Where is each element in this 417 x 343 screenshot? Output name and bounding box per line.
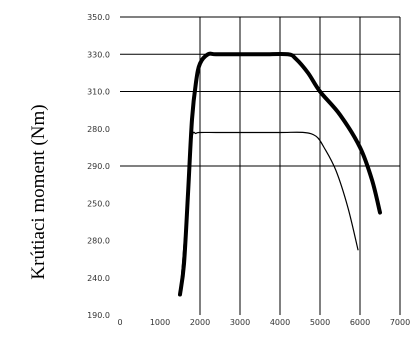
y-tick-label: 330.0 [87, 50, 110, 59]
y-tick-label: 350.0 [87, 13, 110, 22]
x-tick-label: 0 [117, 318, 122, 327]
grid [120, 16, 401, 315]
x-tick-label: 5000 [310, 318, 330, 327]
y-tick-label: 290.0 [87, 162, 110, 171]
x-tick-label: 3000 [230, 318, 250, 327]
x-tick-label: 1000 [150, 318, 170, 327]
x-tick-label: 4000 [270, 318, 290, 327]
y-tick-label: 280.0 [87, 125, 110, 134]
x-tick-label: 6000 [350, 318, 370, 327]
y-tick-label: 310.0 [87, 88, 110, 97]
y-tick-label: 250.0 [87, 199, 110, 208]
series-line-thick [178, 51, 382, 297]
tick-labels: 190.0 240.0 280.0 250.0 290.0 280.0 310.0 330.0… [87, 13, 410, 327]
y-tick-label: 240.0 [87, 274, 110, 283]
y-axis-label: Krútiaci moment (Nm) [28, 104, 49, 279]
y-tick-label: 280.0 [87, 237, 110, 246]
x-tick-label: 7000 [390, 318, 410, 327]
series-line-thin [179, 131, 359, 296]
y-tick-label: 190.0 [87, 311, 110, 320]
x-tick-label: 2000 [190, 318, 210, 327]
series-layer [178, 51, 382, 297]
